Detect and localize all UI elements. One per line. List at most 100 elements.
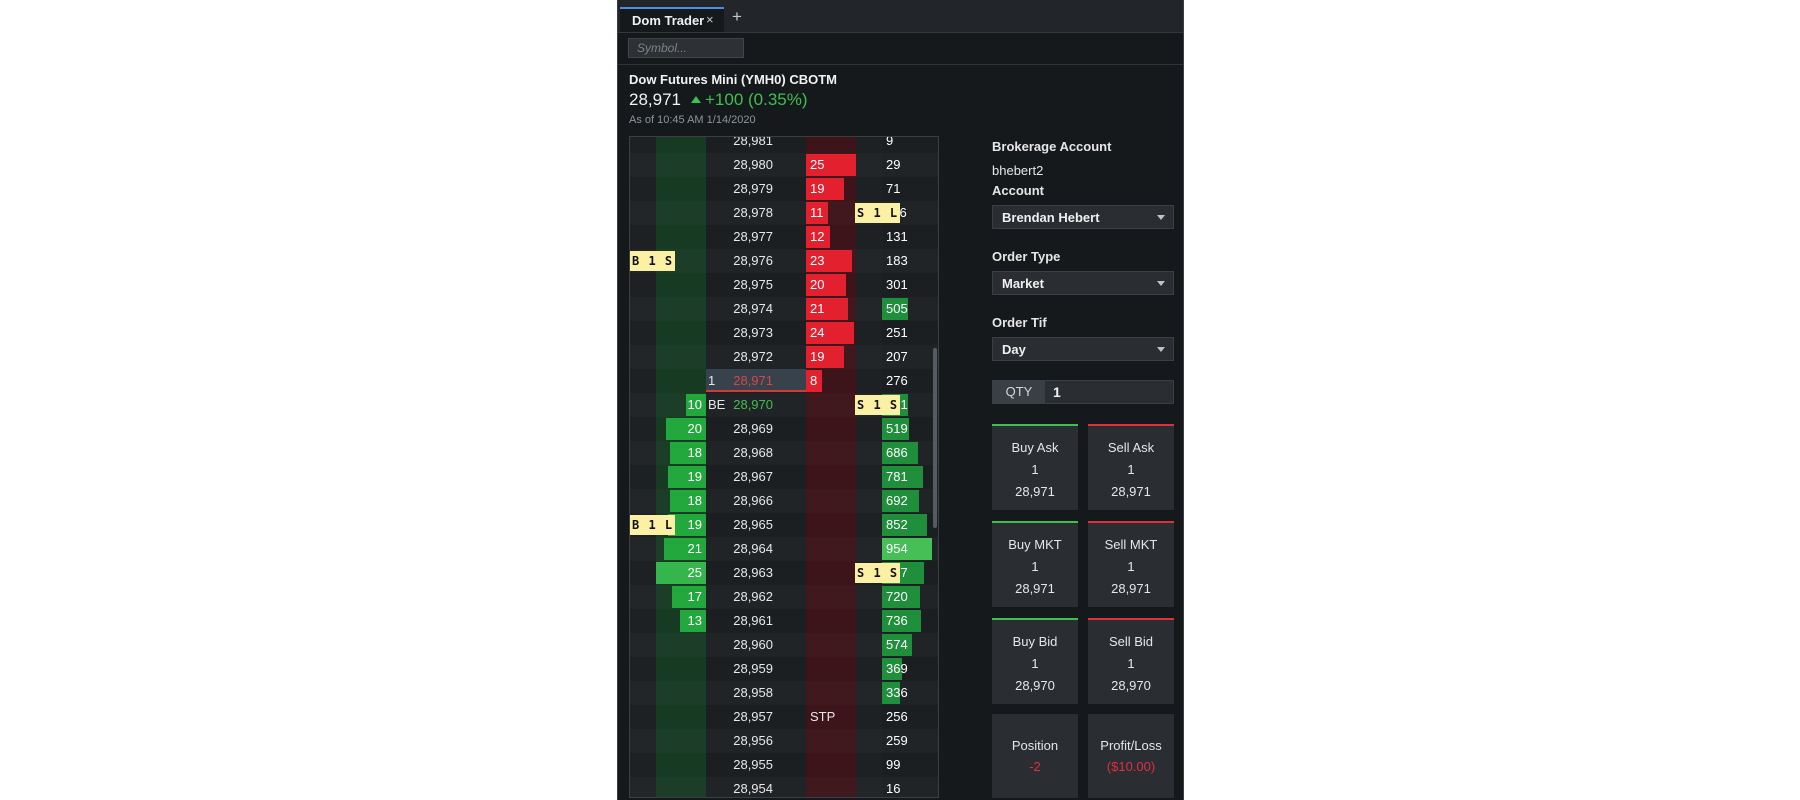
volume-value: 720 — [886, 589, 908, 604]
volume-value: 256 — [886, 709, 908, 724]
ladder-row[interactable]: 28,957 256 STP — [630, 705, 938, 729]
order-tif-select[interactable]: Day — [992, 337, 1174, 361]
ladder-row[interactable]: 28,974 21 505 — [630, 297, 938, 321]
instrument-price: 28,971 — [629, 90, 681, 109]
volume-value: 336 — [886, 685, 908, 700]
ladder-row[interactable]: 18 28,966 692 — [630, 489, 938, 513]
price-level: 28,966 — [733, 493, 773, 508]
buy-ask-button[interactable]: Buy Ask 1 28,971 — [992, 424, 1078, 510]
ladder-row[interactable]: 21 28,964 954 — [630, 537, 938, 561]
ask-size: 8 — [810, 373, 818, 388]
bid-size: 20 — [687, 421, 702, 436]
price-level: 28,970 — [733, 397, 773, 412]
position-label: Position — [1011, 738, 1059, 753]
price-level: 28,979 — [733, 181, 773, 196]
working-order-tag[interactable]: S 1 S — [855, 395, 901, 415]
bid-size-bar — [664, 538, 706, 560]
price-level: 28,981 — [733, 136, 773, 148]
ask-size: 11 — [810, 205, 824, 220]
ask-size-bar — [806, 274, 846, 296]
right-tag-column — [856, 137, 882, 797]
bid-size-bar — [668, 514, 706, 536]
bid-size: 18 — [687, 493, 702, 508]
ladder-scrollbar[interactable] — [933, 348, 937, 528]
tab-dom-trader[interactable]: Dom Trader × — [620, 7, 724, 32]
ladder-row[interactable]: 28,958 336 — [630, 681, 938, 705]
account-select[interactable]: Brendan Hebert — [992, 205, 1174, 229]
ladder-row[interactable]: 19 28,967 781 — [630, 465, 938, 489]
working-order-tag[interactable]: B 1 S — [630, 251, 676, 271]
volume-bar — [882, 586, 920, 608]
ask-size-bar — [806, 346, 844, 368]
volume-value: 99 — [886, 757, 901, 772]
ladder-row[interactable]: 28,955 99 — [630, 753, 938, 777]
close-icon[interactable]: × — [706, 12, 714, 27]
price-level: 28,972 — [733, 349, 773, 364]
volume-bar — [882, 610, 921, 632]
ask-size: 19 — [810, 181, 825, 196]
ladder-row[interactable]: 28,971 8 276 1 — [630, 369, 938, 393]
buy-bid-button[interactable]: Buy Bid 1 28,970 — [992, 618, 1078, 704]
ask-size-bar — [806, 202, 828, 224]
symbol-search-input[interactable] — [628, 38, 744, 58]
button-qty: 1 — [1127, 559, 1135, 574]
buy-mkt-button[interactable]: Buy MKT 1 28,971 — [992, 521, 1078, 607]
account-select-value: Brendan Hebert — [1002, 210, 1100, 225]
ask-size-bar — [806, 250, 852, 272]
ladder-row[interactable]: 28,975 20 301 — [630, 273, 938, 297]
volume-value: 519 — [886, 421, 908, 436]
ask-size-bar — [806, 226, 830, 248]
ladder-row[interactable]: 28,977 12 131 — [630, 225, 938, 249]
ask-size-bar — [806, 298, 848, 320]
ladder-row[interactable]: 28,959 369 — [630, 657, 938, 681]
current-price-highlight — [706, 369, 806, 392]
ladder-row[interactable]: 28,976 23 183 B 1 S — [630, 249, 938, 273]
as-of-timestamp: As of 10:45 AM 1/14/2020 — [629, 114, 756, 126]
ladder-row[interactable]: 28,973 24 251 — [630, 321, 938, 345]
brokerage-account-value: bhebert2 — [992, 163, 1044, 178]
button-price: 28,971 — [1015, 484, 1055, 499]
bid-size: 18 — [687, 445, 702, 460]
sell-ask-button[interactable]: Sell Ask 1 28,971 — [1088, 424, 1174, 510]
bid-size-bar — [666, 418, 706, 440]
ladder-row[interactable]: 18 28,968 686 — [630, 441, 938, 465]
ask-size: 23 — [810, 253, 825, 268]
bid-size: 19 — [687, 469, 702, 484]
position-value: -2 — [1029, 759, 1041, 774]
price-level: 28,956 — [733, 733, 773, 748]
ladder-row[interactable]: 19 28,965 852 B 1 L — [630, 513, 938, 537]
working-order-tag[interactable]: B 1 L — [630, 515, 676, 535]
ladder-row[interactable]: 28,980 25 29 — [630, 153, 938, 177]
button-price: 28,971 — [1111, 484, 1151, 499]
ladder-row[interactable]: 17 28,962 720 — [630, 585, 938, 609]
qty-input[interactable] — [1049, 381, 1177, 403]
bid-size-bar — [668, 466, 706, 488]
ladder-row[interactable]: 28,97811116S 1 L — [630, 201, 938, 225]
bid-size: 17 — [687, 589, 702, 604]
ladder-row[interactable]: 28,954 16 — [630, 777, 938, 797]
ladder-row[interactable]: 28,956 259 — [630, 729, 938, 753]
working-order-tag[interactable]: S 1 S — [855, 563, 901, 583]
ladder-row[interactable]: 28,981 9 — [630, 136, 938, 153]
ladder-row[interactable]: 20 28,969 519 — [630, 417, 938, 441]
ladder-row[interactable]: 28,972 19 207 — [630, 345, 938, 369]
ladder-row[interactable]: 28,960 574 — [630, 633, 938, 657]
working-order-tag[interactable]: S 1 L — [855, 203, 901, 223]
ladder-row[interactable]: 13 28,961 736 — [630, 609, 938, 633]
pnl-label: Profit/Loss — [1100, 738, 1162, 753]
volume-value: 183 — [886, 253, 908, 268]
chevron-down-icon — [1157, 281, 1165, 286]
ladder-row[interactable]: 28,979 19 71 — [630, 177, 938, 201]
sell-mkt-button[interactable]: Sell MKT 1 28,971 — [1088, 521, 1174, 607]
sell-bid-button[interactable]: Sell Bid 1 28,970 — [1088, 618, 1174, 704]
order-type-select[interactable]: Market — [992, 271, 1174, 295]
dom-trader-window: Dom Trader × + Dow Futures Mini (YMH0) C… — [617, 0, 1184, 800]
button-qty: 1 — [1031, 462, 1039, 477]
add-tab-icon[interactable]: + — [732, 7, 742, 26]
volume-value: 954 — [886, 541, 908, 556]
position-stat: Position -2 — [992, 714, 1078, 798]
price-level: 28,955 — [733, 757, 773, 772]
bid-size-bar — [686, 394, 706, 416]
